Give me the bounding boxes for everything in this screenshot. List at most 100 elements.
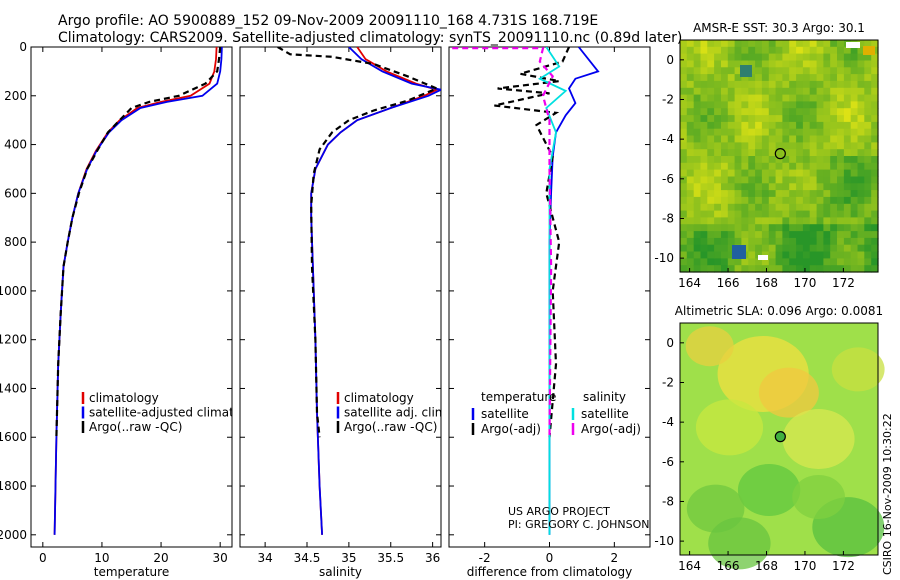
sst-map-cell [830,142,838,150]
sst-map-cell [809,237,818,246]
sst-map-cell [796,142,804,150]
sst-map-cell [843,94,852,102]
sst-map-cell [857,251,865,259]
sst-map-cell [721,53,729,61]
sst-map-cell [830,67,838,75]
sst-map-cell [796,176,804,184]
sst-map-cell [864,101,872,109]
sst-map-cell [796,237,804,246]
sst-map-cell [830,149,838,157]
sst-map-cell [748,251,756,259]
sst-map-cell [775,80,783,89]
sst-map-cell [748,108,756,116]
sst-map-cell [871,108,879,116]
sst-map-cell [782,265,790,273]
sst-map-cell [782,169,790,177]
sst-map-cell [707,149,715,157]
sst-map-cell [843,149,852,157]
sst-map-cell [680,258,688,266]
sst-map-cell [714,196,722,205]
sst-map-cell [768,40,777,48]
sst-map-cell [809,74,818,82]
sst-map-cell [761,60,770,68]
sst-map-cell [700,101,708,109]
sst-map-cell [707,190,715,198]
sst-map-cell [714,258,722,266]
sst-map-cell [857,210,865,218]
sst-map-cell [837,237,845,246]
sst-map-cell [727,196,736,205]
sst-map-cell [802,210,811,218]
sst-map-cell [707,87,715,96]
difference-legend-header-0: temperature [481,390,556,404]
sst-map-cell [755,183,763,191]
sst-map-cell [850,142,859,150]
sst-map-cell [775,74,783,82]
sst-map-cell [809,149,818,157]
sst-map-cell [864,128,872,137]
sst-map-cell [748,74,756,82]
sst-map-cell [775,196,783,205]
sst-map-title: AMSR-E SST: 30.3 Argo: 30.1 [693,21,865,35]
sst-map-cell [789,60,797,68]
sst-map-cell [700,142,708,150]
sst-map-cell [871,265,879,273]
sst-map-cell [761,87,770,96]
sst-map-cell [850,217,859,225]
sst-map-cell [734,142,742,150]
difference-xlabel: difference from climatology [467,565,633,579]
salinity-xtick-label-4: 36 [425,551,440,565]
sst-map-cell [761,46,770,55]
sst-map-cell [686,237,695,246]
sst-map-cell [871,142,879,150]
sst-map-cell [864,203,872,212]
sst-map-cell [775,156,783,164]
sst-map-cell [748,203,756,212]
sst-map-cell [761,40,770,48]
temperature-series-0 [53,47,218,535]
sst-map-cell [816,142,824,150]
sst-map-cell [700,258,708,266]
sst-map-cell [796,108,804,116]
sst-map-cell [809,67,818,75]
sst-map-cell [700,46,708,55]
sst-map-cell [809,217,818,225]
sst-map-cell [707,121,715,130]
sst-map-cell [734,149,742,157]
sst-map-xtick-label-1: 166 [717,276,740,290]
sst-map-cell [837,210,845,218]
sst-map-cell [686,196,695,205]
sst-map-cell [686,149,695,157]
sst-map-cell [693,190,702,198]
credit-project: US ARGO PROJECT [508,505,610,518]
sst-map-cell [850,128,859,137]
sst-map-cell [761,101,770,109]
sst-map-cell [714,224,722,232]
sst-map-xtick-label-3: 170 [793,276,816,290]
sst-map-cell [734,67,742,75]
sst-map-cell [775,258,783,266]
sst-map-cell [775,94,783,102]
sst-map-cell [734,231,742,239]
sst-map-cell [748,115,756,123]
sst-map-cell [686,183,695,191]
temperature-xtick-label-2: 20 [153,551,168,565]
sst-map-cell [871,183,879,191]
sst-map-cell [693,121,702,130]
sst-map-cell [816,203,824,212]
sst-map-cell [782,196,790,205]
sst-map-cell [748,210,756,218]
sst-map-cell [693,60,702,68]
sst-map-cell [802,251,811,259]
sst-map-cell [741,231,749,239]
sst-map-cell [700,80,708,89]
sst-map-cell [789,237,797,246]
sst-map-cell [816,176,824,184]
sst-map-cell [857,87,865,96]
sst-map-cell [871,80,879,89]
sst-map-cell [775,40,783,48]
sst-map-cell [680,46,688,55]
sst-map-cell [741,176,749,184]
sst-map-cell [789,40,797,48]
sst-map-cell [768,231,777,239]
